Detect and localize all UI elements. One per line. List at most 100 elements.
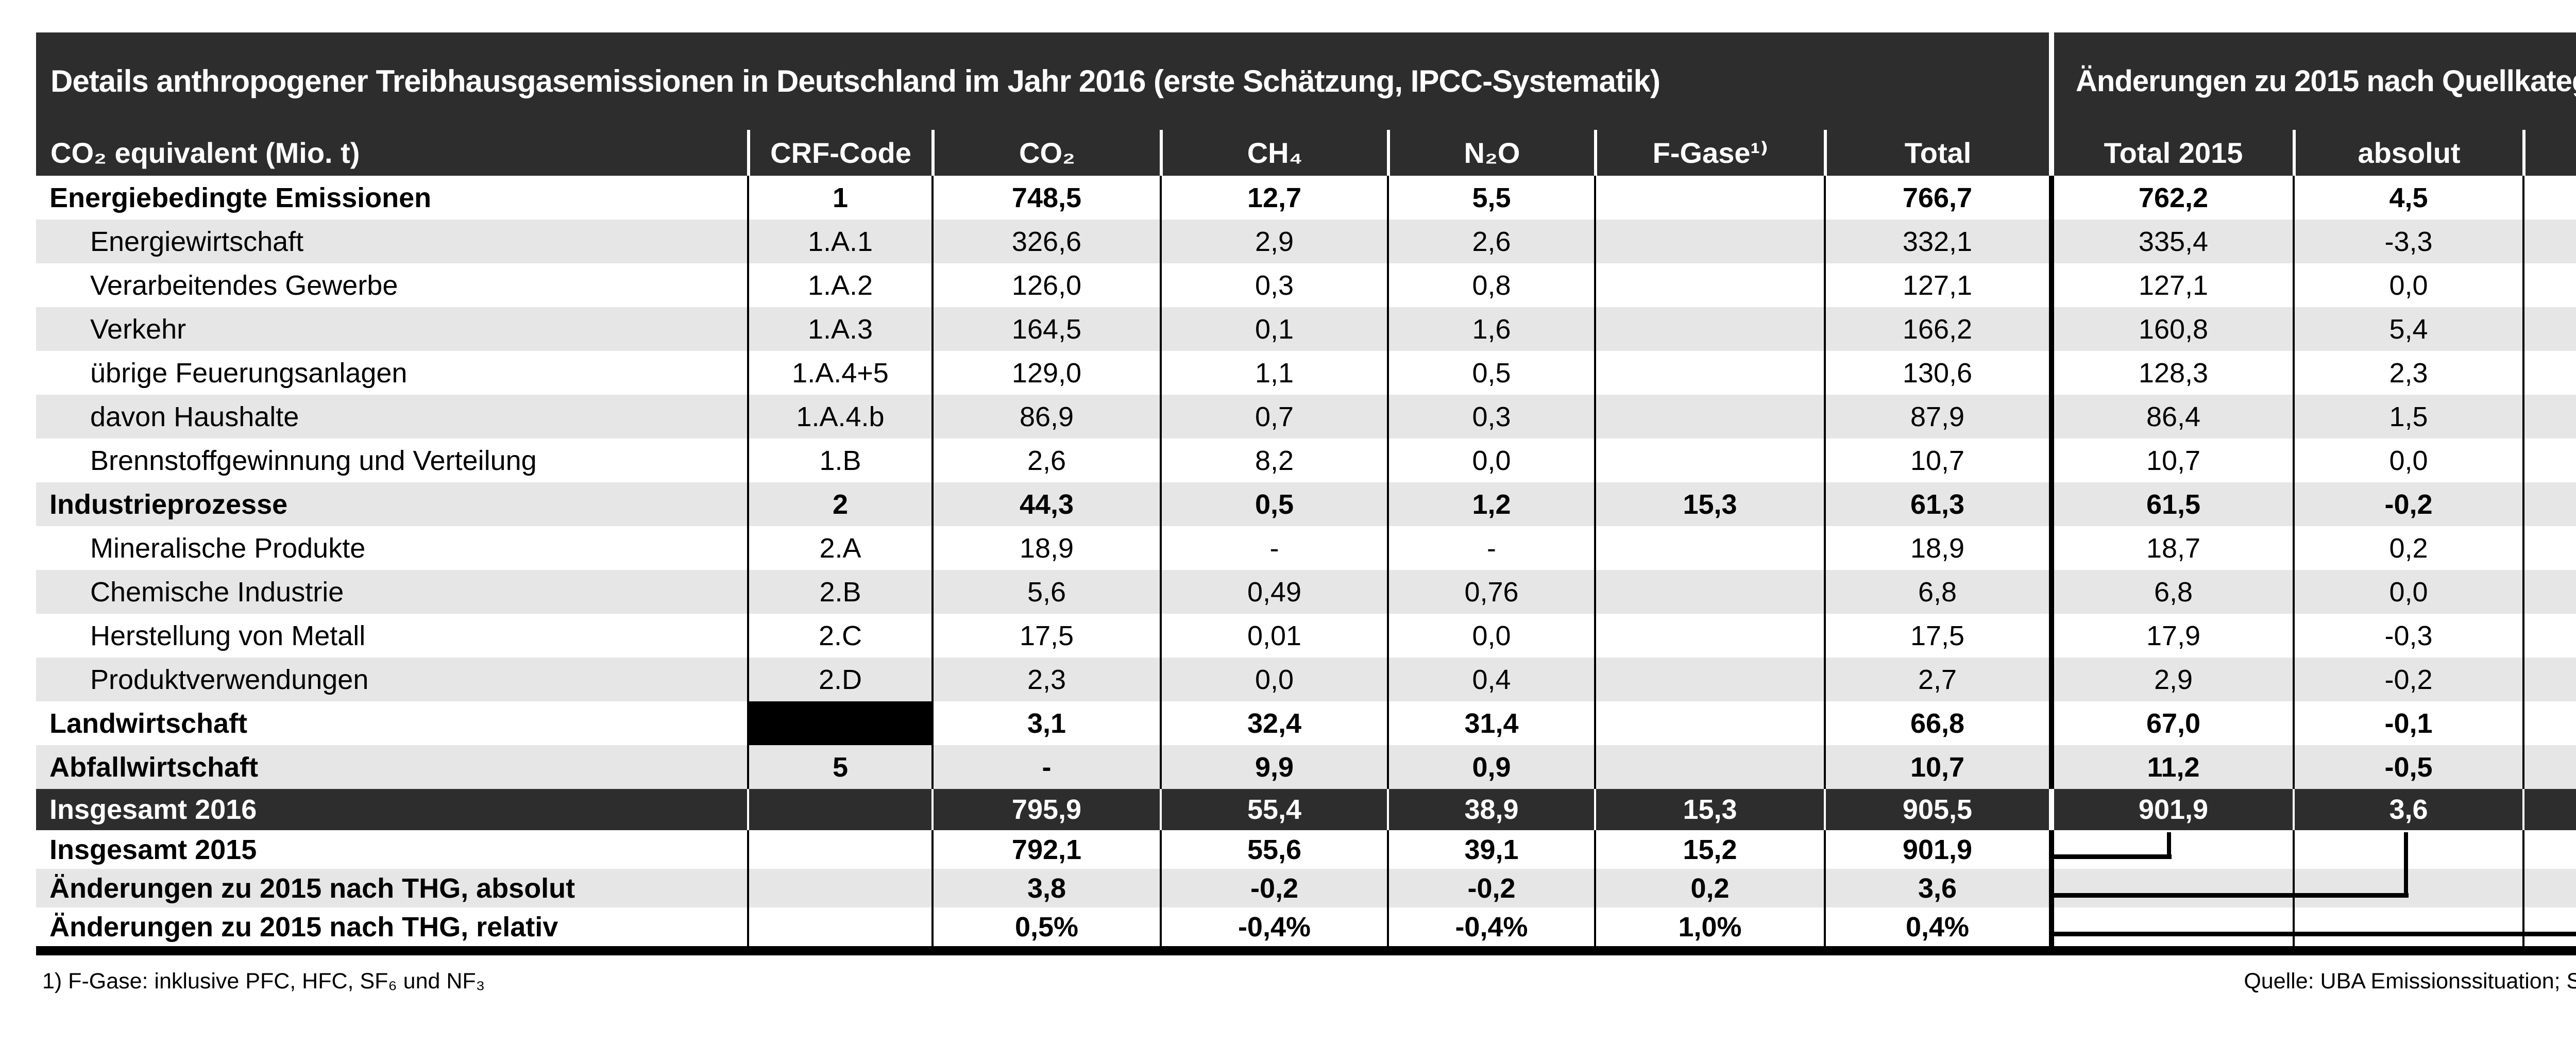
- crf-code-cell: 2.A: [747, 526, 931, 570]
- f-gase-value-cell: [1594, 658, 1824, 701]
- absolut-value-cell: -0,5: [2293, 745, 2522, 789]
- table-row: davon Haushalte 1.A.4.b 86,9 0,7 0,3 87,…: [36, 395, 2576, 439]
- crf-code-cell: 1.A.1: [747, 220, 931, 263]
- ch4-value-cell: 55,4: [1160, 789, 1387, 830]
- ch4-value-cell: 32,4: [1160, 701, 1387, 745]
- co2-value-cell: 5,6: [931, 570, 1160, 614]
- table-title-left: Details anthropogener Treibhausgasemissi…: [50, 64, 1660, 98]
- connector-absolut-vertical: [2404, 832, 2408, 898]
- table-row: Energiewirtschaft 1.A.1 326,6 2,9 2,6 33…: [36, 220, 2576, 263]
- table-body: Energiebedingte Emissionen 1 748,5 12,7 …: [36, 176, 2576, 946]
- relativ-value-cell: 0,0%: [2522, 439, 2576, 482]
- n2o-value-cell: -0,2: [1387, 869, 1594, 907]
- relativ-value-cell: 0,6%: [2522, 176, 2576, 220]
- crf-code-cell: [747, 830, 931, 869]
- total-value-cell: 3,6: [1824, 869, 2049, 907]
- f-gase-value-cell: [1594, 176, 1824, 220]
- total-2015-value-cell: 762,2: [2049, 176, 2293, 220]
- absolut-value-cell: [2293, 907, 2522, 946]
- absolut-value-cell: 2,3: [2293, 351, 2522, 395]
- crf-code-cell: 5: [747, 745, 931, 789]
- co2-value-cell: -: [931, 745, 1160, 789]
- ch4-value-cell: 12,7: [1160, 176, 1387, 220]
- co2-value-cell: 3,1: [931, 701, 1160, 745]
- n2o-value-cell: 31,4: [1387, 701, 1594, 745]
- crf-code-cell: [747, 701, 931, 745]
- table-row: Herstellung von Metall 2.C 17,5 0,01 0,0…: [36, 614, 2576, 658]
- row-label: Insgesamt 2016: [49, 794, 257, 825]
- column-header-crf-code: CRF-Code: [747, 130, 931, 176]
- n2o-value-cell: 0,76: [1387, 570, 1594, 614]
- co2-value-cell: 129,0: [931, 351, 1160, 395]
- relativ-value-cell: -4,5%: [2522, 745, 2576, 789]
- table-row: Brennstoffgewinnung und Verteilung 1.B 2…: [36, 439, 2576, 482]
- table-row: Insgesamt 2015 792,1 55,6 39,1 15,2 901,…: [36, 830, 2576, 869]
- table-row: Chemische Industrie 2.B 5,6 0,49 0,76 6,…: [36, 570, 2576, 614]
- total-2015-value-cell: 6,8: [2049, 570, 2293, 614]
- row-label: übrige Feuerungsanlagen: [90, 357, 408, 389]
- f-gase-value-cell: 1,0%: [1594, 907, 1824, 946]
- total-value-cell: 66,8: [1824, 701, 2049, 745]
- table-row: Insgesamt 2016 795,9 55,4 38,9 15,3 905,…: [36, 789, 2576, 830]
- crf-code-cell: 2.D: [747, 658, 931, 701]
- total-2015-value-cell: [2049, 869, 2293, 907]
- row-label: Mineralische Produkte: [90, 532, 366, 564]
- ch4-value-cell: 0,0: [1160, 658, 1387, 701]
- absolut-value-cell: 4,5: [2293, 176, 2522, 220]
- ch4-value-cell: 55,6: [1160, 830, 1387, 869]
- n2o-value-cell: 5,5: [1387, 176, 1594, 220]
- connector-total2015-vertical: [2167, 832, 2171, 859]
- table-row: Mineralische Produkte 2.A 18,9 - - 18,9 …: [36, 526, 2576, 570]
- relativ-value-cell: 3,4%: [2522, 307, 2576, 351]
- relativ-value-cell: [2522, 907, 2576, 946]
- crf-code-cell: 2: [747, 482, 931, 526]
- co2-value-cell: 792,1: [931, 830, 1160, 869]
- n2o-value-cell: 38,9: [1387, 789, 1594, 830]
- table-row: Verkehr 1.A.3 164,5 0,1 1,6 166,2 160,8 …: [36, 307, 2576, 351]
- table-row: übrige Feuerungsanlagen 1.A.4+5 129,0 1,…: [36, 351, 2576, 395]
- f-gase-value-cell: [1594, 745, 1824, 789]
- ch4-value-cell: 2,9: [1160, 220, 1387, 263]
- header-title-row: Details anthropogener Treibhausgasemissi…: [36, 32, 2576, 130]
- relativ-value-cell: [2522, 830, 2576, 869]
- ch4-value-cell: -: [1160, 526, 1387, 570]
- total-2015-value-cell: 160,8: [2049, 307, 2293, 351]
- table-row: Abfallwirtschaft 5 - 9,9 0,9 10,7 11,2 -…: [36, 745, 2576, 789]
- ch4-value-cell: 0,7: [1160, 395, 1387, 439]
- row-label: Verarbeitendes Gewerbe: [90, 270, 398, 301]
- row-label: Chemische Industrie: [90, 576, 344, 608]
- table-title-right: Änderungen zu 2015 nach Quellkategorien: [2049, 32, 2576, 130]
- table-row: Industrieprozesse 2 44,3 0,5 1,2 15,3 61…: [36, 482, 2576, 526]
- co2-value-cell: 748,5: [931, 176, 1160, 220]
- absolut-value-cell: [2293, 830, 2522, 869]
- row-label: Abfallwirtschaft: [49, 751, 259, 783]
- total-2015-value-cell: 901,9: [2049, 789, 2293, 830]
- co2-value-cell: 326,6: [931, 220, 1160, 263]
- table-header: Details anthropogener Treibhausgasemissi…: [36, 32, 2576, 176]
- relativ-value-cell: -1,0%: [2522, 220, 2576, 263]
- total-2015-value-cell: 18,7: [2049, 526, 2293, 570]
- f-gase-value-cell: [1594, 614, 1824, 658]
- total-value-cell: 130,6: [1824, 351, 2049, 395]
- co2-value-cell: 2,6: [931, 439, 1160, 482]
- relativ-value-cell: 0,4%: [2522, 789, 2576, 830]
- total-value-cell: 901,9: [1824, 830, 2049, 869]
- n2o-value-cell: 0,8: [1387, 263, 1594, 307]
- relativ-value-cell: 1,7%: [2522, 395, 2576, 439]
- n2o-value-cell: 0,0: [1387, 614, 1594, 658]
- ch4-value-cell: 0,3: [1160, 263, 1387, 307]
- source-note: Quelle: UBA Emissionssituation; Stand: 0…: [2244, 969, 2576, 994]
- total-value-cell: 0,4%: [1824, 907, 2049, 946]
- column-header-row: CO₂ equivalent (Mio. t) CRF-Code CO₂ CH₄…: [36, 130, 2576, 176]
- n2o-value-cell: -0,4%: [1387, 907, 1594, 946]
- ch4-value-cell: 0,01: [1160, 614, 1387, 658]
- connector-relativ-horizontal: [2049, 932, 2576, 936]
- table-bottom-bar: [36, 946, 2576, 955]
- relativ-value-cell: -1,9%: [2522, 614, 2576, 658]
- n2o-value-cell: 0,4: [1387, 658, 1594, 701]
- total-2015-value-cell: 2,9: [2049, 658, 2293, 701]
- f-gase-value-cell: 15,3: [1594, 789, 1824, 830]
- absolut-value-cell: 1,5: [2293, 395, 2522, 439]
- f-gase-value-cell: 15,3: [1594, 482, 1824, 526]
- row-label: davon Haushalte: [90, 401, 299, 432]
